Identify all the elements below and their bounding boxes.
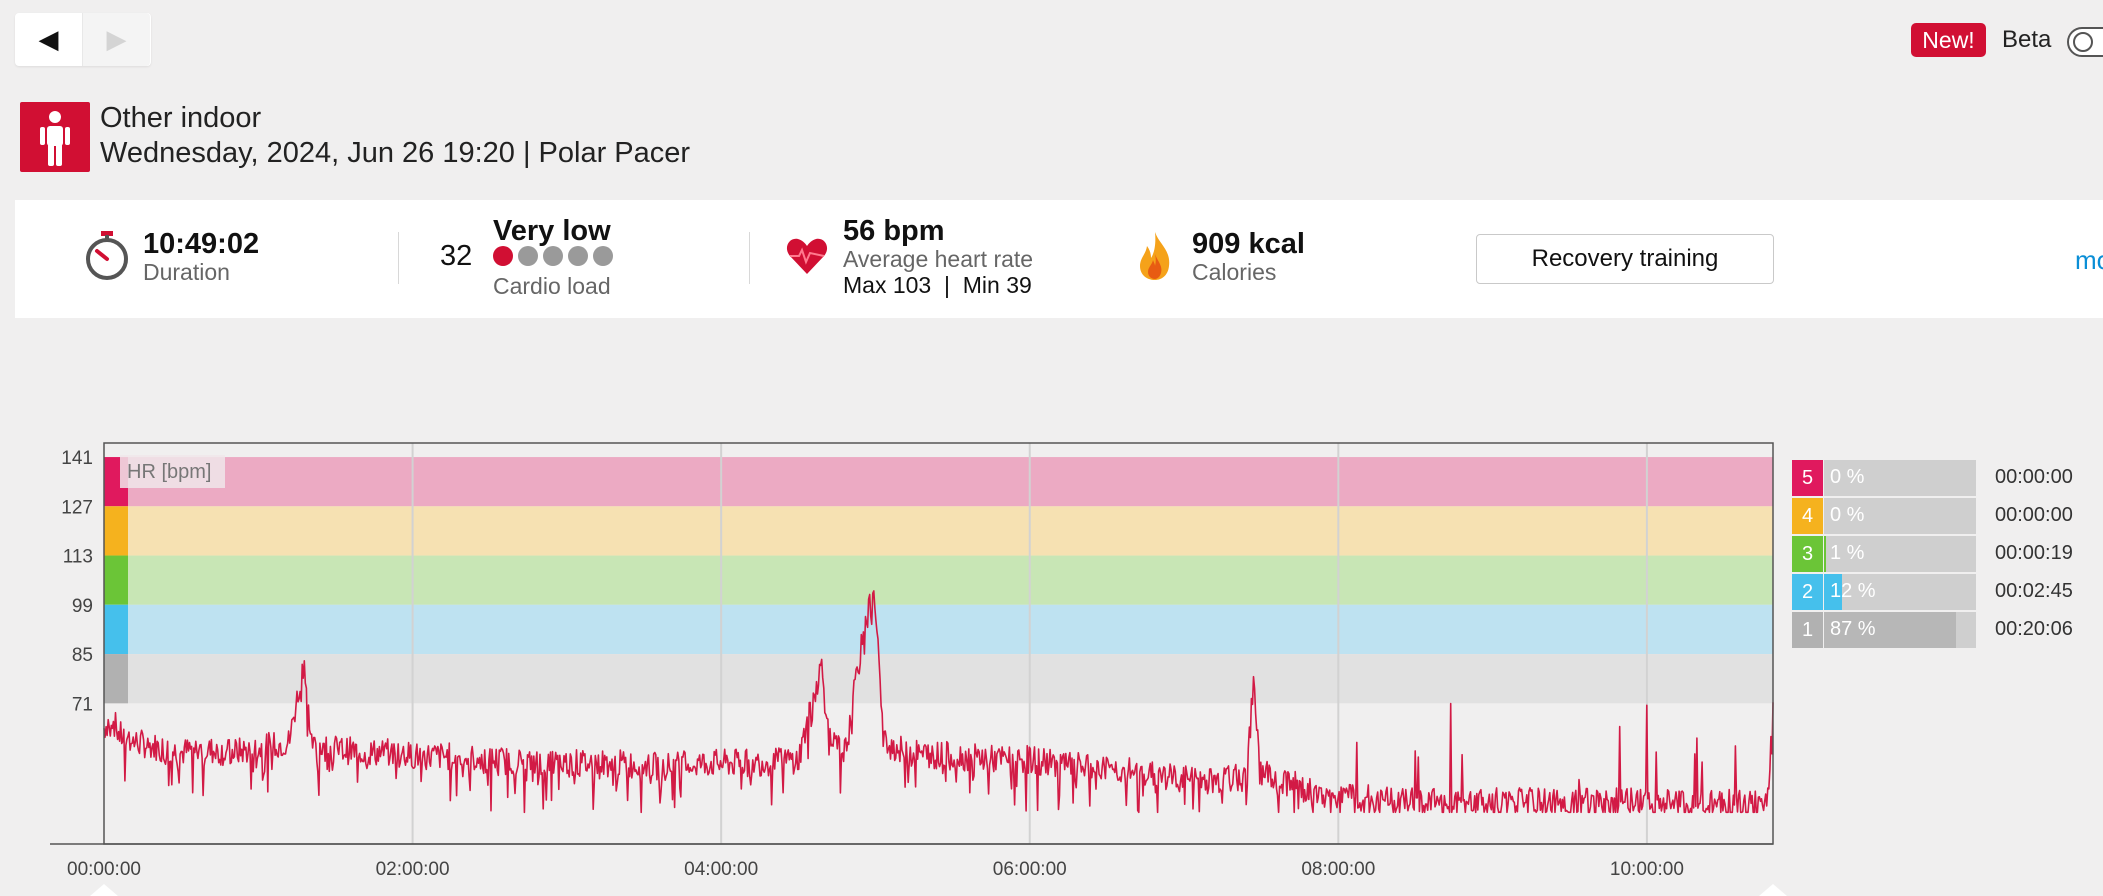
x-tick-label: 04:00:00 [684,859,758,880]
zone-percent-bar: 12 % [1824,574,1976,610]
heart-rate-line [103,590,1774,814]
zone-percent-text: 0 % [1830,504,1865,526]
avg-hr-label: Average heart rate [843,246,1034,272]
zone-stat-row: 1 87 % 00:20:06 [1792,612,2092,648]
hr-zone-band-4 [104,506,1773,556]
hr-zone-strip-2 [104,604,128,655]
duration-label: Duration [143,259,230,285]
range-end-handle[interactable] [1759,884,1787,896]
zone-number: 1 [1792,612,1823,648]
cardio-load-dots [493,246,618,268]
y-tick-label: 99 [72,596,93,617]
more-link[interactable]: mo [2075,245,2103,275]
zone-time: 00:02:45 [1995,580,2073,602]
x-tick-label: 10:00:00 [1610,859,1684,880]
hr-zone-band-2 [104,604,1773,655]
hr-zone-strip-4 [104,506,128,556]
zone-percent-bar: 87 % [1824,612,1976,648]
cardio-dot [593,246,613,266]
zone-stat-row: 3 1 % 00:00:19 [1792,536,2092,572]
sport-person-icon [20,102,90,172]
zone-number: 3 [1792,536,1823,572]
zone-time: 00:00:00 [1995,466,2073,488]
session-summary-bar [15,200,2103,318]
flame-icon [1137,230,1173,282]
y-tick-label: 71 [72,694,93,715]
beta-toggle[interactable] [2067,27,2103,57]
hr-zone-band-3 [104,555,1773,605]
zone-number: 4 [1792,498,1823,534]
forward-button[interactable]: ▶ [82,13,150,66]
cardio-load-number: 32 [440,240,473,272]
zone-stat-row: 2 12 % 00:02:45 [1792,574,2092,610]
y-tick-label: 113 [63,547,93,568]
back-button[interactable]: ◀ [15,13,82,66]
zone-stat-row: 4 0 % 00:00:00 [1792,498,2092,534]
zone-time: 00:00:00 [1995,504,2073,526]
avg-hr-value: 56 bpm [843,215,945,247]
zone-percent-text: 87 % [1830,618,1876,640]
x-tick-label: 00:00:00 [67,859,141,880]
session-subtitle: Wednesday, 2024, Jun 26 19:20 | Polar Pa… [100,137,691,169]
x-tick-label: 02:00:00 [376,859,450,880]
summary-divider [749,232,750,284]
hr-axis-label: HR [bpm] [127,461,211,483]
zone-number: 5 [1792,460,1823,496]
training-benefit-button[interactable]: Recovery training [1476,234,1774,284]
y-tick-label: 127 [61,497,93,518]
cardio-dot [568,246,588,266]
duration-value: 10:49:02 [143,228,260,260]
zone-percent-bar: 0 % [1824,498,1976,534]
heart-rate-chart: HR [bpm] 141 127 113 99 85 71 00:00:00 02:00:0… [50,442,1787,896]
back-arrow-icon: ◀ [38,24,59,54]
x-tick-label: 06:00:00 [993,859,1067,880]
zone-percent-fill [1824,574,1843,610]
zone-number: 2 [1792,574,1823,610]
sport-name: Other indoor [100,102,262,134]
hr-zone-strip-1 [104,654,128,704]
zone-percent-text: 0 % [1830,466,1865,488]
zone-percent-fill [1824,612,1957,648]
calories-value: 909 kcal [1192,228,1305,260]
zone-percent-bar: 1 % [1824,536,1976,572]
cardio-dot [543,246,563,266]
zone-percent-text: 1 % [1830,542,1865,564]
cardio-load-level: Very low [493,215,611,247]
forward-arrow-icon: ▶ [106,24,127,54]
y-tick-label: 141 [61,448,93,469]
cardio-load-label: Cardio load [493,273,611,299]
cardio-dot [493,246,513,266]
stopwatch-icon [83,229,131,281]
zone-time: 00:20:06 [1995,618,2073,640]
beta-label: Beta [2002,26,2052,53]
new-badge: New! [1911,23,1986,57]
cardio-dot [518,246,538,266]
calories-label: Calories [1192,259,1277,285]
hr-zone-band-5 [104,457,1773,507]
heart-icon [785,234,829,278]
max-min-hr: Max 103 | Min 39 [843,272,1032,298]
y-tick-label: 85 [72,645,93,666]
range-start-handle[interactable] [90,884,118,896]
summary-divider [398,232,399,284]
history-nav: ◀ ▶ [15,13,151,66]
x-tick-label: 08:00:00 [1301,859,1375,880]
hr-zone-strip-3 [104,555,128,605]
hr-axis-label-bg [120,455,225,488]
zone-stat-row: 5 0 % 00:00:00 [1792,460,2092,496]
zone-percent-fill [1824,536,1826,572]
zone-percent-bar: 0 % [1824,460,1976,496]
zone-time: 00:00:19 [1995,542,2073,564]
hr-zone-band-1 [104,654,1773,704]
zone-percent-text: 12 % [1830,580,1876,602]
